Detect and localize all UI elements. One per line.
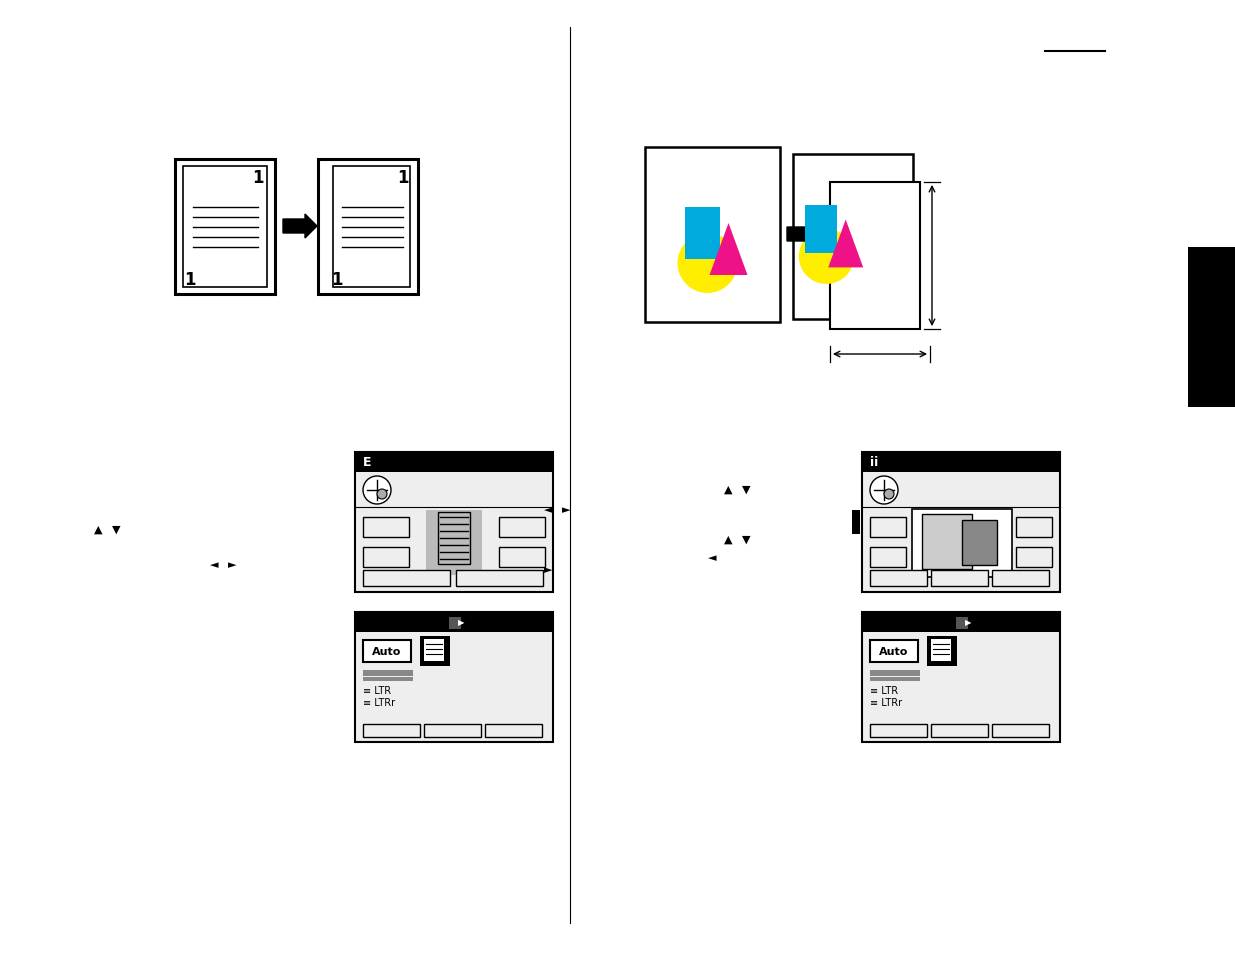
Text: 1: 1: [398, 169, 409, 187]
Bar: [645, 148, 781, 323]
Bar: [363, 547, 409, 567]
Bar: [684, 208, 720, 260]
Text: ◄: ◄: [210, 559, 219, 569]
Bar: [1016, 517, 1052, 537]
Bar: [499, 547, 545, 567]
Bar: [793, 154, 913, 319]
Text: ▲: ▲: [724, 535, 732, 544]
Bar: [923, 515, 972, 569]
Bar: [911, 510, 1011, 578]
Bar: [438, 513, 471, 564]
Bar: [830, 183, 920, 330]
Polygon shape: [283, 214, 317, 239]
Bar: [426, 511, 482, 576]
Bar: [354, 613, 553, 633]
Bar: [363, 571, 450, 586]
Bar: [992, 724, 1049, 738]
Bar: [869, 547, 906, 567]
Text: 1: 1: [252, 169, 264, 187]
Bar: [869, 640, 918, 662]
Bar: [354, 613, 553, 742]
Bar: [354, 453, 553, 473]
Text: E: E: [363, 456, 372, 469]
Circle shape: [799, 230, 853, 285]
Bar: [869, 517, 906, 537]
Bar: [852, 511, 860, 535]
Text: ≡ LTR: ≡ LTR: [363, 685, 391, 696]
Bar: [424, 639, 445, 661]
Bar: [363, 670, 412, 677]
Bar: [869, 724, 927, 738]
Text: ◄: ◄: [708, 553, 716, 562]
Text: ▼: ▼: [742, 535, 750, 544]
Text: ◄: ◄: [543, 504, 552, 515]
Bar: [317, 160, 417, 294]
Bar: [992, 571, 1049, 586]
Text: ▲: ▲: [724, 484, 732, 495]
Circle shape: [884, 490, 894, 499]
Text: ▶: ▶: [965, 618, 971, 627]
Bar: [183, 167, 267, 288]
Polygon shape: [787, 223, 821, 247]
Bar: [931, 639, 951, 661]
Bar: [956, 618, 968, 629]
Bar: [869, 670, 920, 677]
Text: ▼: ▼: [742, 484, 750, 495]
Bar: [175, 160, 275, 294]
Bar: [363, 678, 412, 681]
Bar: [363, 724, 420, 738]
Text: ▶: ▶: [962, 618, 969, 627]
Text: ►: ►: [227, 559, 236, 569]
Text: 1: 1: [331, 271, 343, 289]
Bar: [363, 640, 411, 662]
Bar: [862, 453, 1060, 593]
Circle shape: [377, 490, 387, 499]
Bar: [927, 637, 957, 666]
Text: ►: ►: [543, 564, 552, 575]
Bar: [354, 453, 553, 593]
Bar: [962, 520, 997, 565]
Bar: [424, 724, 480, 738]
Text: ►: ►: [562, 504, 571, 515]
Bar: [1188, 248, 1235, 408]
Polygon shape: [709, 224, 747, 275]
Bar: [862, 613, 1060, 633]
Bar: [499, 517, 545, 537]
Bar: [485, 724, 542, 738]
Bar: [869, 678, 920, 681]
Text: ii: ii: [869, 456, 878, 469]
Text: Auto: Auto: [879, 646, 909, 657]
Text: ▶: ▶: [458, 618, 464, 627]
Text: ▶: ▶: [456, 618, 463, 627]
Circle shape: [678, 233, 737, 294]
Text: ▲: ▲: [94, 524, 103, 535]
Bar: [1016, 547, 1052, 567]
Bar: [333, 167, 410, 288]
Bar: [450, 618, 461, 629]
Bar: [805, 206, 837, 253]
Polygon shape: [829, 220, 863, 268]
Bar: [931, 724, 988, 738]
Bar: [931, 571, 988, 586]
Circle shape: [869, 476, 898, 504]
Text: ≡ LTR: ≡ LTR: [869, 685, 898, 696]
Bar: [862, 453, 1060, 473]
Text: ▼: ▼: [111, 524, 120, 535]
Text: ≡ LTRr: ≡ LTRr: [363, 698, 395, 707]
Text: 1: 1: [184, 271, 196, 289]
Bar: [456, 571, 543, 586]
Text: ≡ LTRr: ≡ LTRr: [869, 698, 902, 707]
Bar: [363, 517, 409, 537]
Circle shape: [363, 476, 391, 504]
Bar: [862, 613, 1060, 742]
Bar: [869, 571, 927, 586]
Text: Auto: Auto: [372, 646, 401, 657]
Bar: [420, 637, 450, 666]
